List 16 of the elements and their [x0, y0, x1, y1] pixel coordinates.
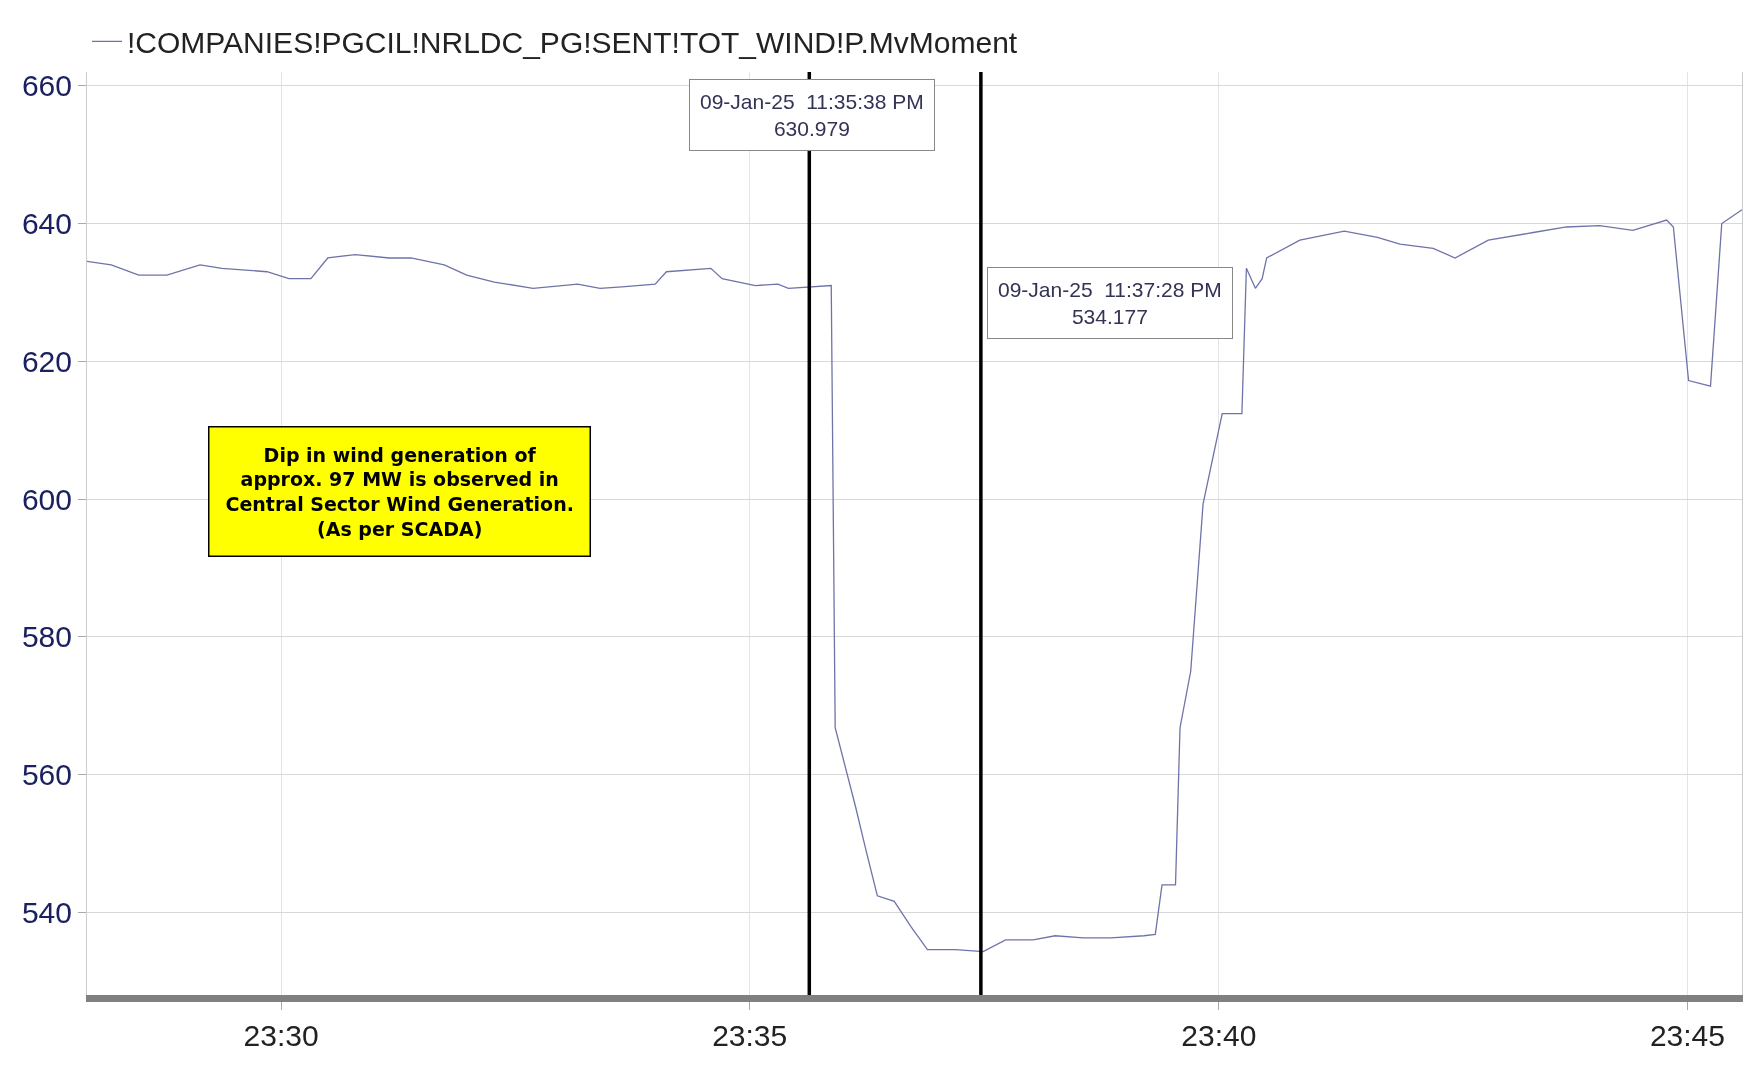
x-tick-label: 23:45 — [1649, 1019, 1725, 1052]
y-tick-label: 560 — [21, 758, 72, 792]
x-tick-label: 23:40 — [1181, 1019, 1257, 1052]
y-tick-label: 660 — [21, 69, 72, 103]
x-tick-label: 23:35 — [712, 1019, 788, 1052]
y-tick-label: 600 — [21, 482, 72, 516]
annotation: 09-Jan-25 11:37:28 PM 534.177 — [998, 278, 1222, 329]
y-tick-label: 540 — [21, 895, 72, 929]
x-tick-label: 23:30 — [243, 1019, 319, 1052]
y-tick-label: 620 — [21, 344, 72, 378]
y-tick-label: 640 — [21, 207, 72, 241]
annotation: 09-Jan-25 11:35:38 PM 630.979 — [700, 90, 924, 141]
annotation: Dip in wind generation of approx. 97 MW is observed in Central Sector Wind Generation. (As per SCADA) — [225, 443, 574, 540]
y-tick-label: 580 — [21, 620, 72, 654]
line-series — [87, 209, 1742, 953]
legend-label: !COMPANIES!PGCIL!NRLDC_PG!SENT!TOT_WIND!P.MvMoment — [127, 26, 1018, 60]
